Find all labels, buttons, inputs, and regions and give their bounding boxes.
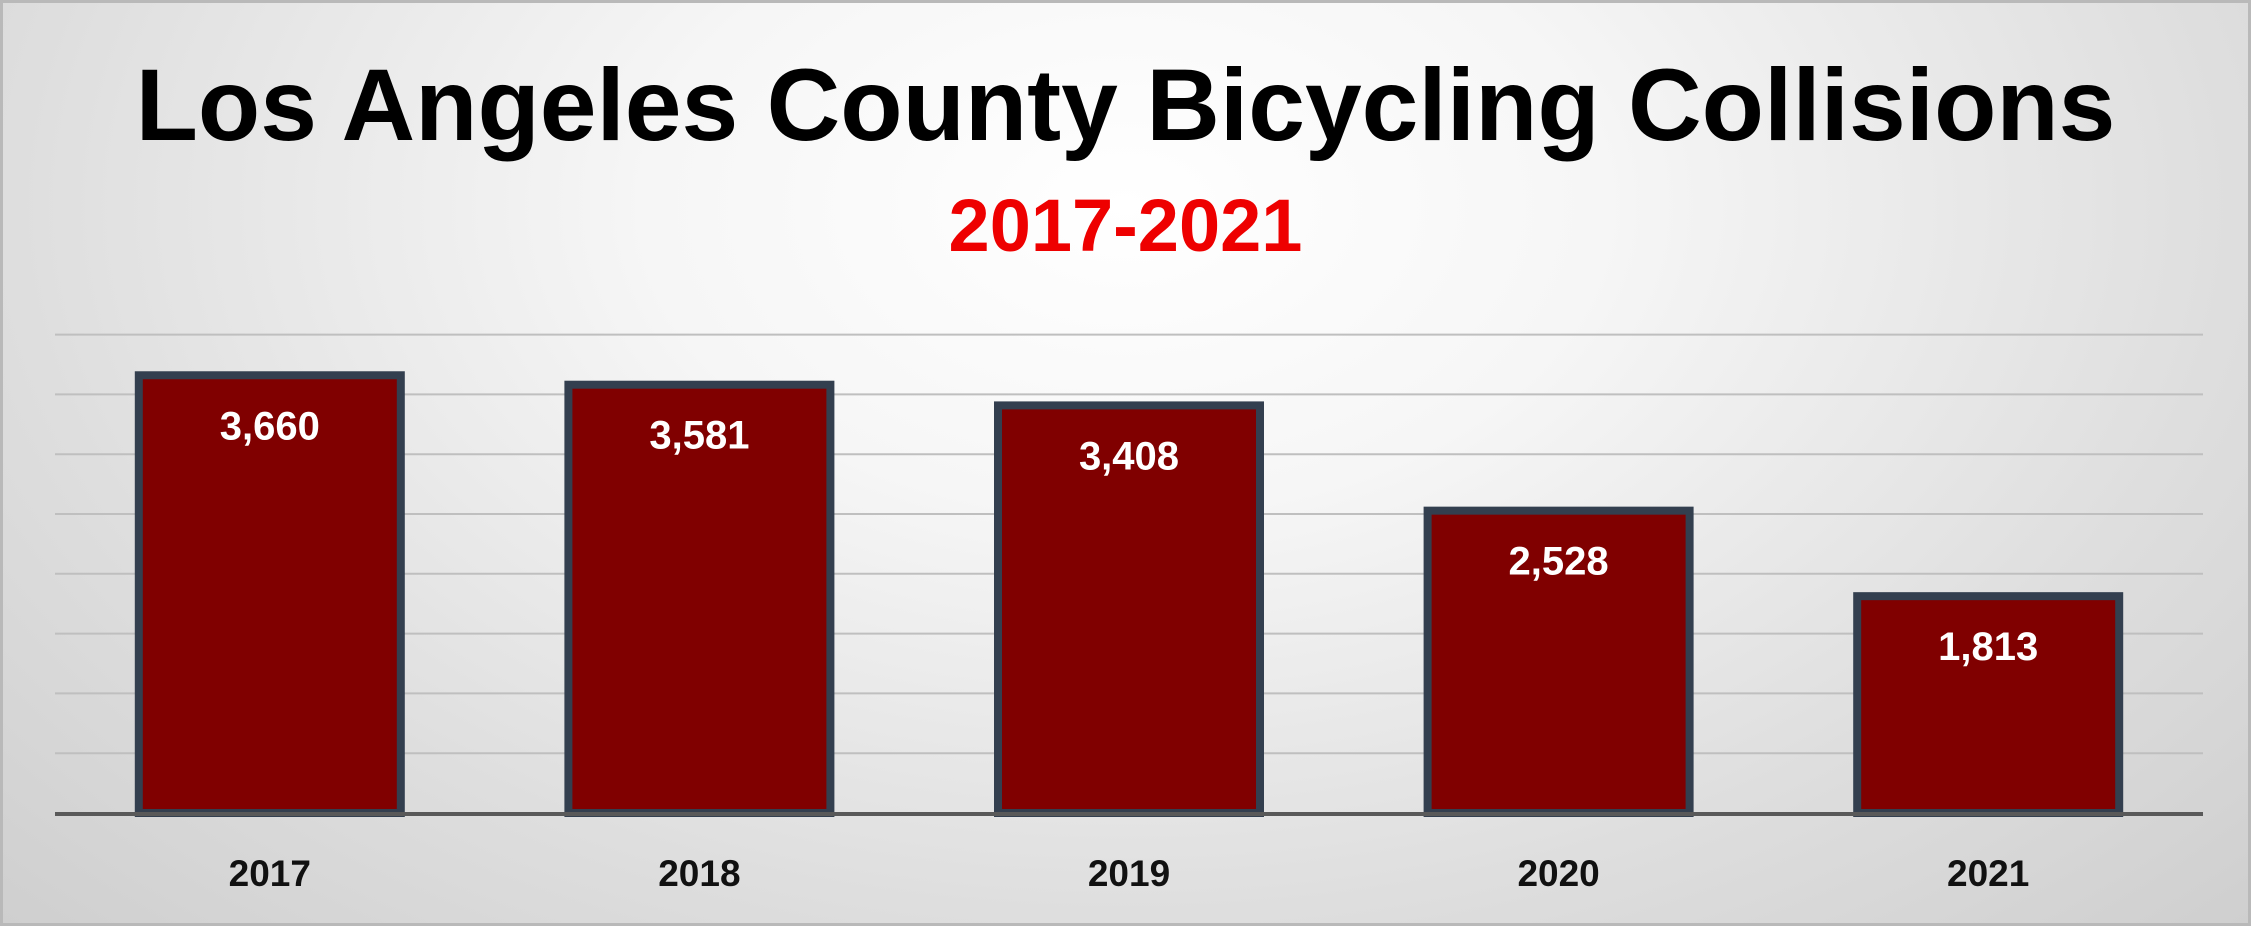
data-label: 1,813 <box>1938 625 2038 669</box>
bars <box>134 371 2124 818</box>
plot-area: 3,660 2017 3,581 2018 3,408 2019 2,528 2020 1,81… <box>55 333 2203 894</box>
chart-subtitle: 2017-2021 <box>948 184 1303 267</box>
bar-2018 <box>564 380 835 817</box>
chart-title: Los Angeles County Bicycling Collisions <box>135 48 2116 162</box>
data-label: 3,408 <box>1079 434 1179 478</box>
bar-2020 <box>1423 506 1694 817</box>
x-tick-label: 2018 <box>658 853 740 894</box>
x-tick-label: 2020 <box>1517 853 1599 894</box>
x-tick-label: 2021 <box>1947 853 2029 894</box>
data-label: 3,581 <box>649 414 749 458</box>
bar-2021 <box>1853 592 2124 818</box>
x-tick-label: 2019 <box>1088 853 1170 894</box>
bar-2019 <box>994 401 1264 817</box>
data-label: 2,528 <box>1509 540 1609 584</box>
data-label: 3,660 <box>220 404 320 448</box>
x-tick-label: 2017 <box>229 853 311 894</box>
labels: 3,660 2017 3,581 2018 3,408 2019 2,528 2020 1,81… <box>220 404 2039 894</box>
